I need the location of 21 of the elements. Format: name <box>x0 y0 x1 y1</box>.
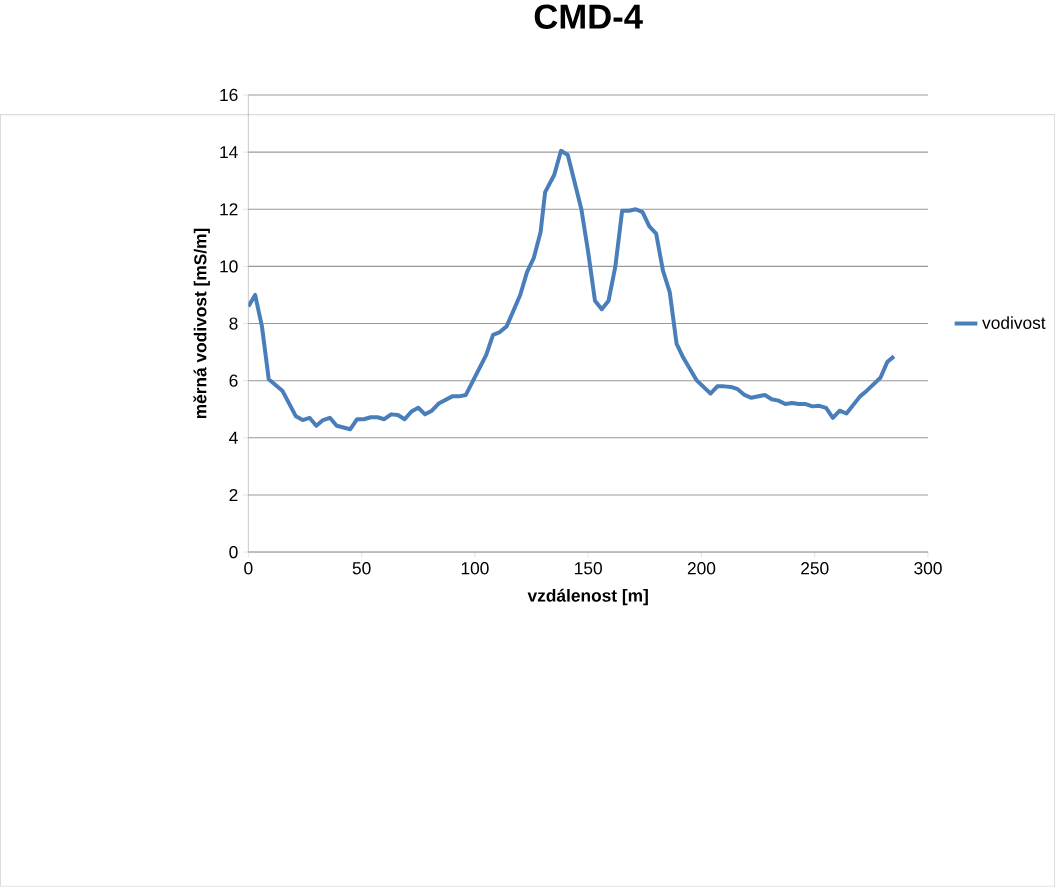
line-series <box>248 148 897 432</box>
x-tick-label: 300 <box>914 562 942 575</box>
x-tick-label: 50 <box>352 562 371 575</box>
y-tick-label: 16 <box>220 89 238 102</box>
x-tick-label: 0 <box>244 562 253 575</box>
y-tick-label: 0 <box>229 546 238 559</box>
y-tick-label: 14 <box>220 146 238 159</box>
y-tick-label: 4 <box>229 432 238 444</box>
chart-title: CMD-4 <box>534 4 643 30</box>
y-tick-label: 2 <box>229 489 238 502</box>
y-axis-title: měrná vodivost [mS/m] <box>193 228 210 419</box>
y-tick-label: 10 <box>220 260 238 273</box>
x-tick-label: 100 <box>461 562 489 575</box>
legend-label: vodivost <box>982 316 1046 330</box>
y-tick-label: 8 <box>229 317 238 330</box>
x-tick-label: 200 <box>687 562 716 575</box>
y-tick-label: 12 <box>220 203 238 216</box>
x-tick-label: 250 <box>801 562 829 575</box>
x-tick-label: 150 <box>575 562 602 575</box>
y-tick-label: 6 <box>229 374 238 387</box>
x-axis-title: vzdálenost [m] <box>527 589 648 606</box>
